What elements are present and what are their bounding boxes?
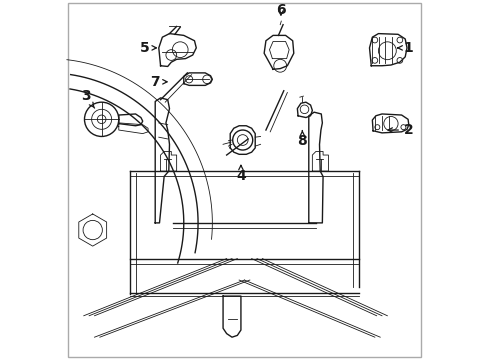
Text: 6: 6 (276, 3, 285, 17)
Text: 2: 2 (387, 123, 413, 137)
Text: 7: 7 (150, 75, 167, 89)
Text: 4: 4 (236, 165, 245, 184)
Text: 8: 8 (297, 131, 306, 148)
Text: 3: 3 (81, 89, 94, 108)
Text: 5: 5 (140, 41, 156, 55)
Text: 1: 1 (397, 41, 413, 55)
